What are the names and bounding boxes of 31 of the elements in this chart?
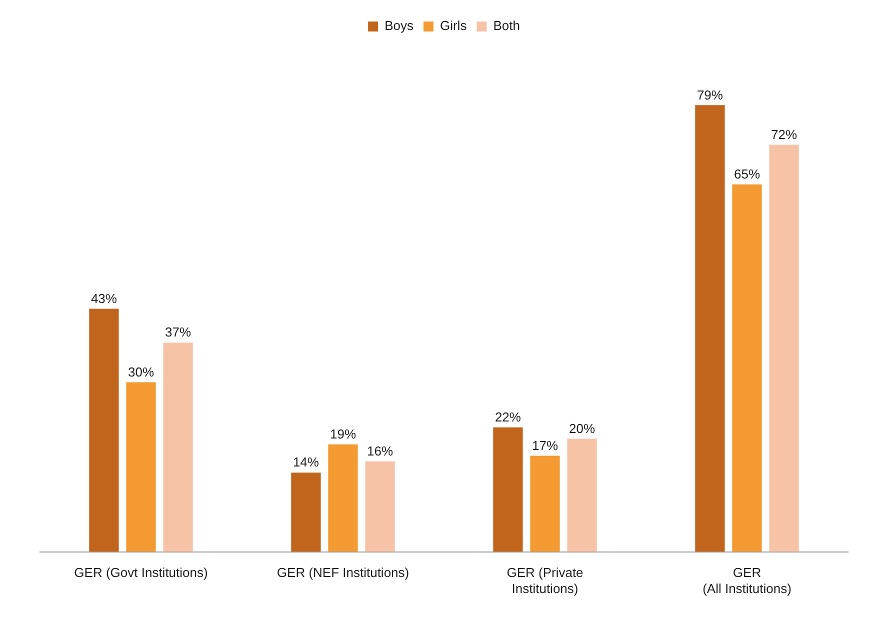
bar	[695, 105, 725, 552]
data-label: 72%	[771, 126, 798, 142]
data-label: 65%	[734, 166, 760, 182]
data-label: 19%	[330, 426, 356, 442]
x-tick-label: GER (All Institutions)	[702, 565, 792, 596]
data-label: 79%	[696, 87, 724, 102]
bar	[530, 456, 560, 552]
bar	[328, 444, 358, 552]
bar	[163, 342, 193, 552]
legend-label: Both	[493, 18, 520, 34]
data-label: 16%	[367, 443, 394, 458]
bar	[291, 472, 321, 552]
bar	[493, 427, 523, 552]
bar	[567, 438, 597, 552]
data-label: 43%	[90, 290, 118, 306]
legend-label: Boys	[384, 18, 414, 34]
bar	[126, 382, 156, 552]
data-label: 30%	[128, 364, 154, 380]
x-tick-label: GER (NEF Institutions)	[276, 565, 410, 580]
legend-label: Girls	[440, 18, 468, 34]
bar	[89, 308, 119, 552]
data-label: 37%	[165, 324, 192, 340]
bar	[732, 184, 762, 552]
x-tick-label: GER (Govt Institutions)	[74, 565, 208, 580]
data-label: 14%	[292, 454, 320, 470]
data-label: 20%	[569, 420, 596, 436]
bar	[769, 144, 799, 552]
bar	[365, 461, 395, 552]
x-tick-label: GER (Private Institutions)	[506, 565, 584, 596]
data-label: 17%	[532, 438, 558, 453]
data-label: 22%	[494, 410, 522, 425]
